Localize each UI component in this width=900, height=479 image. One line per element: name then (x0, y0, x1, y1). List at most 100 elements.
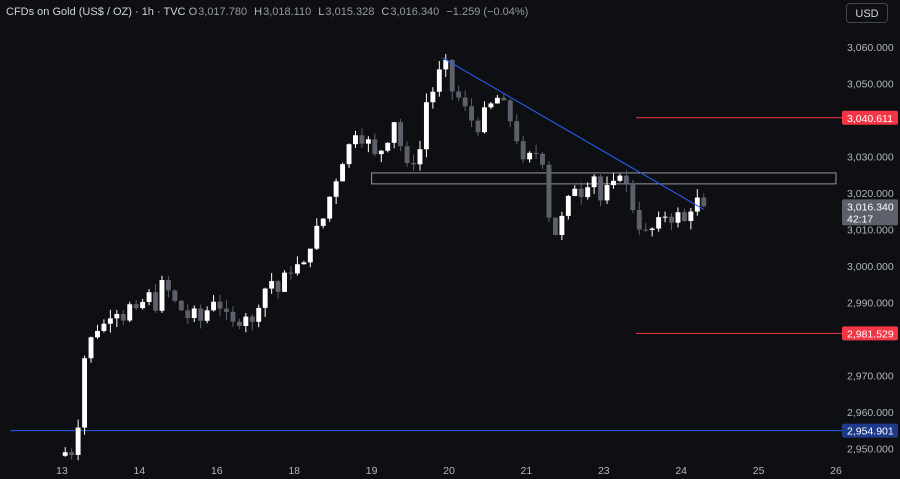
candle-body[interactable] (540, 153, 545, 165)
candle-body[interactable] (694, 197, 700, 212)
currency-button[interactable]: USD (846, 3, 888, 23)
candle-body[interactable] (585, 187, 591, 198)
candle-body[interactable] (107, 318, 113, 324)
symbol-title[interactable]: CFDs on Gold (US$ / OZ) · 1h · TVC (6, 6, 186, 18)
candle-body[interactable] (449, 59, 455, 92)
time-axis[interactable]: 13 14 16 18 19 20 21 23 24 25 26 (56, 465, 842, 477)
candle-body[interactable] (256, 307, 262, 322)
candle-body[interactable] (701, 197, 707, 207)
candle-body[interactable] (378, 150, 384, 155)
candle-body[interactable] (320, 218, 326, 226)
candle-body[interactable] (617, 175, 623, 181)
candle-body[interactable] (643, 229, 649, 231)
candle-body[interactable] (533, 152, 539, 154)
candle-body[interactable] (301, 262, 307, 265)
plot-area[interactable] (10, 54, 844, 461)
candle-body[interactable] (191, 308, 197, 319)
candle-body[interactable] (133, 304, 139, 309)
candle-body[interactable] (314, 225, 320, 249)
candle-body[interactable] (88, 337, 94, 359)
candle-body[interactable] (294, 264, 300, 274)
candle-body[interactable] (656, 217, 662, 229)
candle-body[interactable] (578, 188, 584, 198)
candle-body[interactable] (630, 183, 636, 211)
candle-body[interactable] (430, 91, 436, 103)
candle-body[interactable] (62, 452, 68, 456)
candle-body[interactable] (230, 311, 236, 322)
candle-body[interactable] (462, 97, 468, 107)
candle-body[interactable] (372, 139, 378, 155)
candle-body[interactable] (365, 139, 371, 144)
candle-body[interactable] (185, 310, 191, 319)
candle-body[interactable] (552, 217, 558, 236)
candle-body[interactable] (114, 313, 120, 319)
candle-body[interactable] (275, 281, 281, 292)
candle-body[interactable] (604, 185, 610, 201)
candle-body[interactable] (520, 141, 526, 160)
candle-body[interactable] (636, 210, 642, 230)
candle-body[interactable] (101, 323, 107, 331)
candle-body[interactable] (224, 308, 229, 312)
candle-body[interactable] (243, 316, 249, 326)
candle-body[interactable] (443, 59, 449, 70)
candle-body[interactable] (153, 292, 158, 311)
candle-body[interactable] (178, 300, 184, 311)
candle-body[interactable] (262, 288, 268, 308)
candle-body[interactable] (501, 97, 507, 101)
descending-trendline[interactable] (442, 57, 705, 210)
candle-body[interactable] (75, 427, 81, 455)
candle-body[interactable] (269, 281, 275, 289)
candle-body[interactable] (140, 301, 146, 309)
candle-body[interactable] (359, 135, 365, 144)
resistance-zone[interactable] (371, 172, 837, 185)
candle-body[interactable] (211, 301, 217, 311)
candle-body[interactable] (572, 188, 578, 196)
candle-body[interactable] (527, 152, 533, 160)
candle-body[interactable] (204, 310, 210, 321)
candle-body[interactable] (82, 358, 88, 428)
candle-body[interactable] (469, 106, 475, 121)
candle-body[interactable] (282, 272, 287, 292)
candle-body[interactable] (127, 304, 133, 321)
candle-body[interactable] (236, 321, 242, 326)
candle-body[interactable] (514, 121, 520, 142)
candle-body[interactable] (546, 164, 552, 218)
candle-body[interactable] (288, 272, 294, 274)
candle-body[interactable] (688, 211, 694, 221)
candle-body[interactable] (456, 91, 462, 98)
candle-body[interactable] (611, 180, 616, 186)
candle-body[interactable] (172, 290, 178, 301)
candle-body[interactable] (385, 142, 391, 151)
candle-body[interactable] (681, 212, 687, 221)
candle-body[interactable] (591, 176, 597, 188)
candle-body[interactable] (249, 316, 255, 322)
candle-body[interactable] (488, 103, 494, 108)
candle-body[interactable] (404, 146, 410, 164)
candle-body[interactable] (423, 102, 429, 150)
candle-body[interactable] (391, 122, 397, 143)
candle-body[interactable] (559, 215, 565, 236)
candle-body[interactable] (217, 301, 223, 309)
candle-body[interactable] (69, 452, 75, 455)
candle-body[interactable] (475, 120, 481, 133)
candle-body[interactable] (482, 107, 487, 133)
candle-body[interactable] (565, 195, 571, 216)
candle-body[interactable] (346, 144, 352, 165)
candle-body[interactable] (307, 248, 313, 263)
candle-body[interactable] (623, 175, 629, 184)
candles[interactable] (62, 54, 707, 461)
candle-body[interactable] (327, 196, 333, 219)
candle-body[interactable] (165, 280, 171, 291)
candle-body[interactable] (649, 228, 655, 230)
candle-body[interactable] (436, 69, 442, 92)
candle-body[interactable] (662, 216, 668, 218)
candle-body[interactable] (120, 313, 126, 321)
candle-body[interactable] (159, 280, 165, 311)
candle-body[interactable] (398, 122, 404, 147)
candle-body[interactable] (411, 163, 416, 165)
candle-body[interactable] (598, 176, 604, 201)
candle-body[interactable] (417, 149, 423, 165)
candle-body[interactable] (95, 330, 100, 338)
candle-body[interactable] (669, 216, 674, 223)
